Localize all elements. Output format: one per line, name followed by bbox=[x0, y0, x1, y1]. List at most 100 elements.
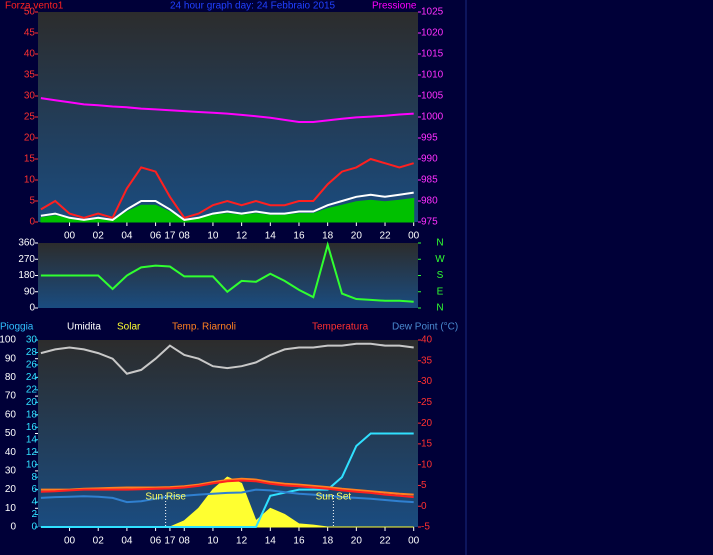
y-tick-label: 90 bbox=[5, 353, 17, 364]
y-tick-label: 180 bbox=[18, 270, 35, 281]
y-tick-label: 20 bbox=[26, 397, 38, 408]
y-tick-label: 22 bbox=[26, 385, 38, 396]
y-tick-label: E bbox=[437, 286, 444, 297]
y-tick-label: 70 bbox=[5, 391, 17, 402]
y-tick-label: 80 bbox=[5, 372, 17, 383]
y-tick-label: 25 bbox=[421, 397, 433, 408]
y-tick-label: N bbox=[436, 303, 443, 314]
y-tick-label: 35 bbox=[24, 70, 36, 81]
y-tick-label: 25 bbox=[24, 112, 36, 123]
annotation: Sun Set bbox=[316, 492, 352, 503]
y-tick-label: 0 bbox=[29, 217, 35, 228]
legend-rain: Pioggia bbox=[0, 322, 34, 333]
y-tick-label: 5 bbox=[421, 480, 427, 491]
x-tick-label: 14 bbox=[265, 536, 277, 547]
line bbox=[40, 97, 414, 123]
y-tick-label: 6 bbox=[31, 484, 37, 495]
y-tick-label: 40 bbox=[5, 447, 17, 458]
x-tick-label: 04 bbox=[121, 231, 133, 242]
x-tick-label: 22 bbox=[379, 231, 391, 242]
x-tick-label: 16 bbox=[293, 536, 305, 547]
y-tick-label: 28 bbox=[26, 347, 38, 358]
y-tick-label: 12 bbox=[26, 447, 38, 458]
direction-plot-area bbox=[38, 243, 418, 308]
y-tick-label: 0 bbox=[29, 303, 35, 314]
line bbox=[40, 342, 414, 375]
annotation: Sun Rise bbox=[145, 492, 186, 503]
y-tick-label: 995 bbox=[421, 133, 438, 144]
y-tick-label: 0 bbox=[421, 501, 427, 512]
x-tick-label: 02 bbox=[93, 231, 105, 242]
y-tick-label: 20 bbox=[24, 133, 36, 144]
y-tick-label: 975 bbox=[421, 217, 438, 228]
y-tick-label: 90 bbox=[24, 286, 36, 297]
y-tick-label: S bbox=[437, 270, 444, 281]
y-tick-label: 360 bbox=[18, 238, 35, 249]
y-tick-label: 24 bbox=[26, 372, 38, 383]
y-tick-label: 20 bbox=[5, 484, 17, 495]
y-tick-label: 10 bbox=[24, 175, 36, 186]
y-tick-label: 30 bbox=[24, 91, 36, 102]
x-tick-label: 18 bbox=[322, 231, 334, 242]
y-tick-label: 20 bbox=[421, 418, 433, 429]
y-tick-label: 15 bbox=[24, 154, 36, 165]
line bbox=[40, 488, 414, 504]
y-tick-label: 40 bbox=[24, 49, 36, 60]
y-tick-label: 270 bbox=[18, 254, 35, 265]
x-tick-label: 22 bbox=[379, 536, 391, 547]
y-tick-label: 18 bbox=[26, 409, 38, 420]
x-tick-label: 00 bbox=[64, 536, 76, 547]
y-tick-label: 2 bbox=[31, 509, 37, 520]
y-tick-label: 1015 bbox=[421, 49, 444, 60]
legend-humidity: Umidita bbox=[67, 322, 101, 333]
x-tick-label: 00 bbox=[408, 536, 420, 547]
x-tick-label: 17 bbox=[164, 231, 176, 242]
y-tick-label: 1020 bbox=[421, 28, 444, 39]
y-tick-label: 0 bbox=[10, 522, 16, 533]
wind-label: Forza vento1 bbox=[5, 1, 64, 12]
legend-temp-riarnoli: Temp. Riarnoli bbox=[172, 322, 236, 333]
y-tick-label: 1025 bbox=[421, 7, 444, 18]
y-tick-label: 10 bbox=[26, 459, 38, 470]
x-tick-label: 10 bbox=[207, 536, 219, 547]
x-tick-label: 16 bbox=[293, 231, 305, 242]
y-tick-label: 985 bbox=[421, 175, 438, 186]
x-tick-label: 17 bbox=[164, 536, 176, 547]
y-tick-label: 1010 bbox=[421, 70, 444, 81]
y-tick-label: W bbox=[435, 254, 445, 265]
x-tick-label: 00 bbox=[64, 231, 76, 242]
line bbox=[40, 191, 414, 221]
y-tick-label: 40 bbox=[421, 335, 433, 346]
y-tick-label: 1000 bbox=[421, 112, 444, 123]
x-tick-label: 06 bbox=[150, 231, 162, 242]
y-tick-label: 5 bbox=[29, 196, 35, 207]
y-tick-label: 50 bbox=[24, 7, 36, 18]
y-tick-label: 35 bbox=[421, 355, 433, 366]
x-tick-label: 12 bbox=[236, 536, 248, 547]
chart-title: 24 hour graph day: 24 Febbraio 2015 bbox=[170, 1, 336, 12]
line bbox=[40, 241, 414, 303]
x-tick-label: 20 bbox=[351, 231, 363, 242]
x-tick-label: 14 bbox=[265, 231, 277, 242]
x-tick-label: 02 bbox=[93, 536, 105, 547]
y-tick-label: 45 bbox=[24, 28, 36, 39]
y-tick-label: 8 bbox=[31, 472, 37, 483]
pressure-label: Pressione bbox=[372, 1, 417, 12]
y-tick-label: 16 bbox=[26, 422, 38, 433]
line bbox=[40, 432, 414, 528]
y-tick-label: 980 bbox=[421, 196, 438, 207]
line bbox=[40, 157, 414, 219]
x-tick-label: 08 bbox=[179, 536, 191, 547]
line bbox=[40, 479, 414, 499]
y-tick-label: N bbox=[436, 238, 443, 249]
legend-temperature: Temperatura bbox=[312, 322, 369, 333]
y-tick-label: 50 bbox=[5, 428, 17, 439]
legend-dew-point: Dew Point (°C) bbox=[392, 322, 458, 333]
y-tick-label: 30 bbox=[421, 376, 433, 387]
y-tick-label: 1005 bbox=[421, 91, 444, 102]
x-tick-label: 18 bbox=[322, 536, 334, 547]
y-tick-label: 26 bbox=[26, 360, 38, 371]
y-tick-label: 30 bbox=[26, 335, 38, 346]
y-tick-label: 10 bbox=[5, 503, 17, 514]
